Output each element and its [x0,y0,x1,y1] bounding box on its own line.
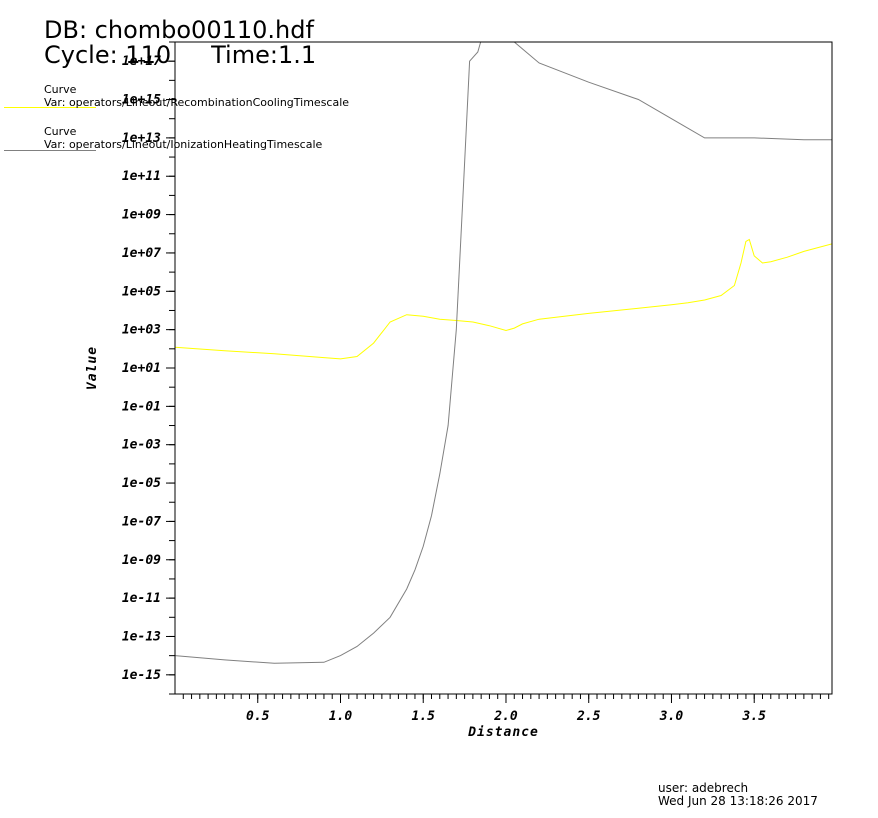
y-tick-label: 1e-13 [122,629,161,644]
y-tick-label: 1e+15 [122,93,161,108]
y-tick-label: 1e+13 [122,131,161,146]
legend-title-1: Curve [44,83,77,96]
x-tick-label: 3.5 [741,709,766,724]
legend-title-2: Curve [44,125,77,138]
y-tick-label: 1e+11 [122,169,161,184]
cycle-label: Cycle: 110 [44,41,172,69]
y-tick-label: 1e+03 [122,323,161,338]
user-label: user: adebrech [658,781,749,795]
y-tick-label: 1e-01 [122,399,161,414]
x-tick-label: 2.5 [576,709,601,724]
y-axis-title: Value [85,346,100,390]
y-tick-label: 1e+05 [122,284,161,299]
legend-swatch-recombination [4,107,96,108]
x-axis: 0.5 1.0 1.5 2.0 2.5 3.0 3.5 [175,693,832,724]
y-tick-label: 1e-15 [122,668,161,683]
legend-var-ionization: Var: operators/Lineout/IonizationHeating… [44,138,323,151]
series-line-recombination-cooling [175,238,832,360]
y-tick-label: 1e-05 [122,476,161,491]
time-label: Time:1.1 [211,41,317,69]
x-tick-label: 0.5 [246,709,270,724]
cycle-time-line: Cycle: 110 Time:1.1 [44,42,316,68]
legend-swatch-ionization [4,150,96,151]
y-tick-label: 1e+17 [122,54,161,69]
legend-var-recombination: Var: operators/Lineout/RecombinationCool… [44,96,350,109]
x-tick-label: 1.0 [329,709,353,724]
x-tick-label: 3.0 [659,709,684,724]
plot-frame [174,41,833,695]
y-tick-label: 1e+01 [122,361,161,376]
y-tick-label: 1e-11 [122,591,161,606]
database-title: DB: chombo00110.hdf [44,16,314,44]
x-tick-label: 1.5 [411,709,435,724]
x-axis-title: Distance [467,725,539,740]
y-tick-label: 1e-03 [122,438,161,453]
plot-area [175,42,832,664]
y-tick-label: 1e-07 [122,514,161,529]
x-tick-label: 2.0 [493,709,518,724]
y-tick-label: 1e+07 [122,246,161,261]
series-line-ionization-heating [175,42,832,664]
y-axis: 1e-15 1e-13 1e-11 1e-09 1e-07 1e-05 1e-03 1e-01… [122,41,176,695]
timestamp-label: Wed Jun 28 13:18:26 2017 [658,794,818,808]
y-tick-label: 1e+09 [122,208,161,223]
y-tick-label: 1e-09 [122,553,161,568]
